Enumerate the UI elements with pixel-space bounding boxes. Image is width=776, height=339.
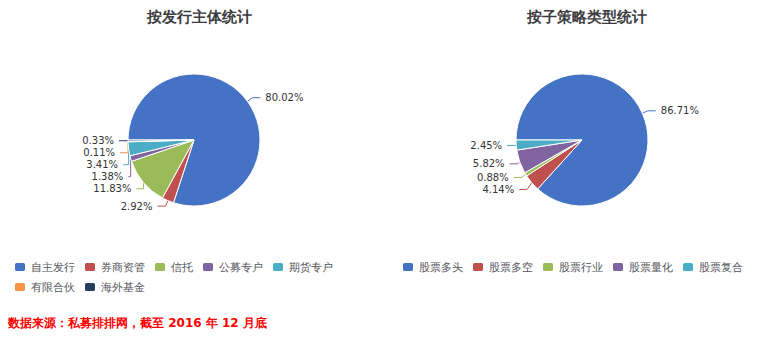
svg-text:5.82%: 5.82%	[473, 158, 505, 169]
svg-text:券商资管: 券商资管	[101, 261, 145, 274]
svg-text:有限合伙: 有限合伙	[31, 281, 75, 294]
svg-text:86.71%: 86.71%	[661, 105, 699, 116]
svg-text:海外基金: 海外基金	[101, 281, 145, 294]
svg-text:公募专户: 公募专户	[219, 261, 263, 274]
svg-text:数据来源：私募排排网，截至 2016 年 12 月底: 数据来源：私募排排网，截至 2016 年 12 月底	[7, 316, 267, 330]
svg-text:股票复合: 股票复合	[699, 261, 743, 274]
svg-text:3.41%: 3.41%	[86, 159, 118, 170]
svg-text:4.14%: 4.14%	[482, 184, 514, 195]
svg-text:股票量化: 股票量化	[629, 261, 673, 274]
svg-text:自主发行: 自主发行	[31, 261, 75, 274]
svg-text:信托: 信托	[171, 261, 193, 274]
svg-text:按子策略类型统计: 按子策略类型统计	[526, 8, 647, 26]
svg-text:2.92%: 2.92%	[121, 201, 153, 212]
svg-text:0.11%: 0.11%	[83, 147, 115, 158]
svg-text:1.38%: 1.38%	[92, 171, 124, 182]
svg-text:80.02%: 80.02%	[265, 92, 303, 103]
svg-text:2.45%: 2.45%	[470, 140, 502, 151]
svg-text:0.88%: 0.88%	[477, 172, 509, 183]
svg-text:按发行主体统计: 按发行主体统计	[146, 8, 252, 26]
svg-text:股票多头: 股票多头	[419, 261, 463, 274]
svg-text:股票多空: 股票多空	[489, 261, 533, 274]
svg-text:11.83%: 11.83%	[93, 183, 131, 194]
svg-text:股票行业: 股票行业	[559, 261, 603, 274]
svg-text:0.33%: 0.33%	[82, 135, 114, 146]
svg-text:期货专户: 期货专户	[289, 261, 333, 274]
